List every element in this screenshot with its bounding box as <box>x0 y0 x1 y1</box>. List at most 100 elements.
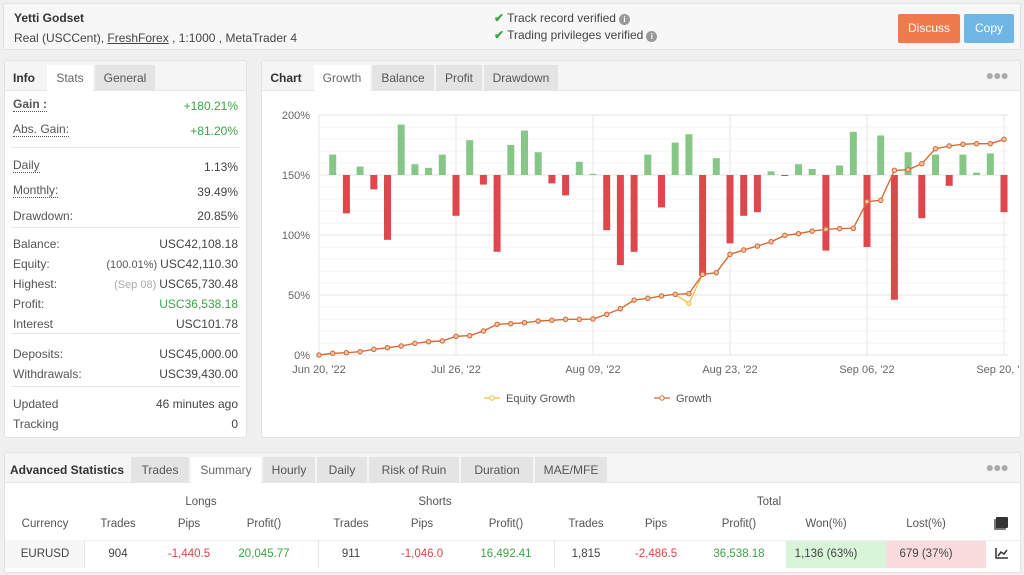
tab-growth[interactable]: Growth <box>314 65 370 91</box>
data-point <box>412 340 418 347</box>
tab-profit[interactable]: Profit <box>436 65 482 91</box>
data-point <box>754 243 761 249</box>
column-header: Currency <box>21 518 69 530</box>
tab-daily[interactable]: Daily <box>317 457 367 483</box>
table-divider <box>5 540 1022 541</box>
more-options-icon[interactable]: ●●● <box>985 459 1009 475</box>
stat-label[interactable]: Abs. Gain: <box>13 122 70 137</box>
y-tick-label: 150% <box>282 170 310 182</box>
daily-bar <box>562 175 570 196</box>
stat-row: Equity: (100.01%) USC42,110.30 <box>13 255 238 273</box>
y-tick-label: 200% <box>282 110 310 122</box>
group-header: Shorts <box>418 496 452 508</box>
y-tick-label: 100% <box>282 230 310 242</box>
stat-row: Updated 46 minutes ago <box>13 395 238 413</box>
data-point <box>686 290 692 297</box>
data-point <box>905 167 911 173</box>
stat-label[interactable]: Daily <box>13 158 40 173</box>
data-point <box>508 320 514 327</box>
column-header: Pips <box>177 518 201 530</box>
daily-bar <box>795 164 802 175</box>
tab-duration[interactable]: Duration <box>461 457 533 483</box>
data-point <box>425 338 432 345</box>
daily-bar <box>973 172 981 175</box>
column-header: Trades <box>100 518 136 530</box>
stat-row: Deposits: USC45,000.00 <box>13 345 238 363</box>
tab-drawdown[interactable]: Drawdown <box>484 65 558 91</box>
y-tick-label: 50% <box>288 290 310 302</box>
stat-label: Highest: <box>13 277 58 291</box>
stat-row: Highest: (Sep 08) USC65,730.48 <box>13 275 238 293</box>
stat-label[interactable]: Gain : <box>13 97 48 112</box>
tab-chart[interactable]: Chart <box>270 71 302 85</box>
x-tick-label: Aug 09, '22 <box>565 364 620 376</box>
daily-bar <box>575 161 583 175</box>
stats-panel: Info Stats General Gain : +180.21% Abs. Ga… <box>4 60 247 438</box>
divider <box>11 386 240 387</box>
tab-balance[interactable]: Balance <box>372 65 434 91</box>
stat-row: Withdrawals: USC39,430.00 <box>13 365 238 383</box>
daily-bar <box>425 167 433 175</box>
account-type: Real (USCCent), <box>14 31 105 45</box>
copy-table-icon[interactable] <box>996 517 1008 528</box>
table-cell: -2,486.5 <box>634 548 678 560</box>
tab-hourly[interactable]: Hourly <box>263 457 315 483</box>
column-header: Pips <box>410 518 434 530</box>
data-point <box>398 343 404 349</box>
broker-link[interactable]: FreshForex <box>107 31 169 45</box>
data-point <box>946 143 952 149</box>
copy-button[interactable]: Copy <box>964 14 1014 43</box>
daily-bar <box>411 164 419 175</box>
daily-bar <box>589 173 597 175</box>
stat-value: 0 <box>231 415 238 433</box>
daily-bar <box>479 175 487 185</box>
chart-icon[interactable] <box>995 547 1009 559</box>
tab-trades[interactable]: Trades <box>131 457 189 483</box>
tab-summary[interactable]: Summary <box>191 457 261 483</box>
legend-marker <box>489 395 495 401</box>
table-cell: EURUSD <box>20 548 70 560</box>
data-point <box>960 141 966 147</box>
stat-label[interactable]: Monthly: <box>13 183 59 198</box>
data-point <box>453 333 459 339</box>
stat-value: (100.01%) USC42,110.30 <box>106 255 238 274</box>
tab-mae-mfe[interactable]: MAE/MFE <box>535 457 607 483</box>
check-icon: ✔ <box>494 28 505 42</box>
daily-bar <box>521 130 528 175</box>
account-header: Yetti Godset Real (USCCent), FreshForex … <box>3 3 1021 50</box>
daily-bar <box>384 175 391 240</box>
data-point <box>494 321 500 327</box>
tab-stats[interactable]: Stats <box>47 65 93 91</box>
discuss-button[interactable]: Discuss <box>898 14 960 43</box>
table-divider <box>84 540 85 568</box>
daily-bar <box>959 154 967 175</box>
data-point <box>343 350 350 356</box>
stat-value-text: 20.85% <box>197 209 238 223</box>
daily-bar <box>932 154 939 175</box>
data-point <box>919 161 925 167</box>
daily-bar <box>699 175 707 276</box>
table-divider <box>318 540 319 568</box>
daily-bar <box>342 175 350 214</box>
tab-general[interactable]: General <box>95 65 155 91</box>
stat-value-text: USC45,000.00 <box>159 347 238 361</box>
check-icon: ✔ <box>494 11 505 25</box>
stat-value-text: +81.20% <box>190 124 238 138</box>
table-cell: 20,045.77 <box>238 548 290 560</box>
column-header: Trades <box>568 518 604 530</box>
stat-value: USC45,000.00 <box>159 345 238 363</box>
more-options-icon[interactable]: ●●● <box>985 67 1009 83</box>
tab-advanced-statistics[interactable]: Advanced Statistics <box>9 463 125 477</box>
stat-value: +81.20% <box>190 122 238 140</box>
info-icon[interactable]: i <box>646 31 658 42</box>
data-point <box>864 198 870 205</box>
data-point <box>1001 136 1007 143</box>
tab-risk-of-ruin[interactable]: Risk of Ruin <box>369 457 459 483</box>
stat-row: Gain : +180.21% <box>13 97 238 115</box>
info-icon[interactable]: i <box>618 14 630 25</box>
daily-bar <box>863 175 871 247</box>
stat-row: Drawdown: 20.85% <box>13 207 238 225</box>
data-point <box>891 167 898 174</box>
stat-value-text: 46 minutes ago <box>155 397 238 411</box>
tab-info[interactable]: Info <box>13 71 35 85</box>
